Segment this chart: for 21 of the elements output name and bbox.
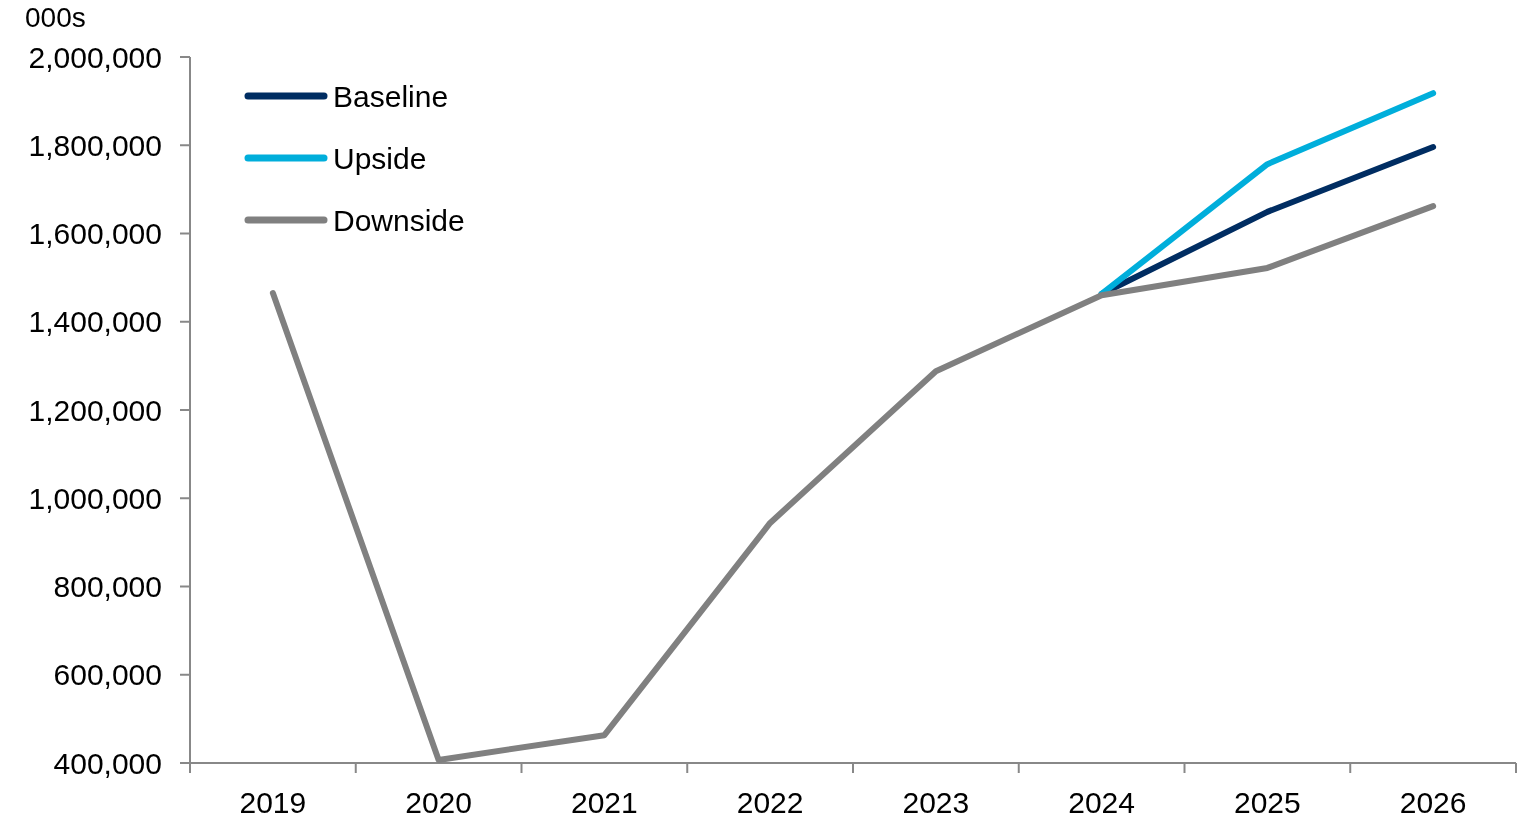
x-tick-label: 2026 [1399,786,1467,819]
y-tick-label: 1,600,000 [28,217,162,250]
x-tick-label: 2025 [1234,786,1301,819]
x-tick-label: 2022 [736,786,804,819]
y-tick-label: 400,000 [53,746,162,780]
y-tick-label: 800,000 [53,570,162,603]
legend-label: Baseline [333,79,449,113]
y-tick-label: 1,800,000 [28,128,162,162]
legend-label: Downside [333,203,465,237]
y-tick-label: 1,400,000 [28,305,162,339]
y-tick-label: 2,000,000 [28,40,162,74]
x-tick-label: 2023 [902,786,970,819]
x-tick-label: 2021 [571,786,638,819]
y-tick-label: 600,000 [53,658,162,692]
y-tick-label: 1,000,000 [28,481,162,515]
x-tick-label: 2024 [1068,786,1135,819]
y-axis-title: 000s [25,2,86,33]
legend-label: Upside [333,141,427,175]
x-tick-label: 2020 [405,786,472,819]
x-tick-label: 2019 [239,786,307,819]
y-tick-label: 1,200,000 [28,393,162,427]
